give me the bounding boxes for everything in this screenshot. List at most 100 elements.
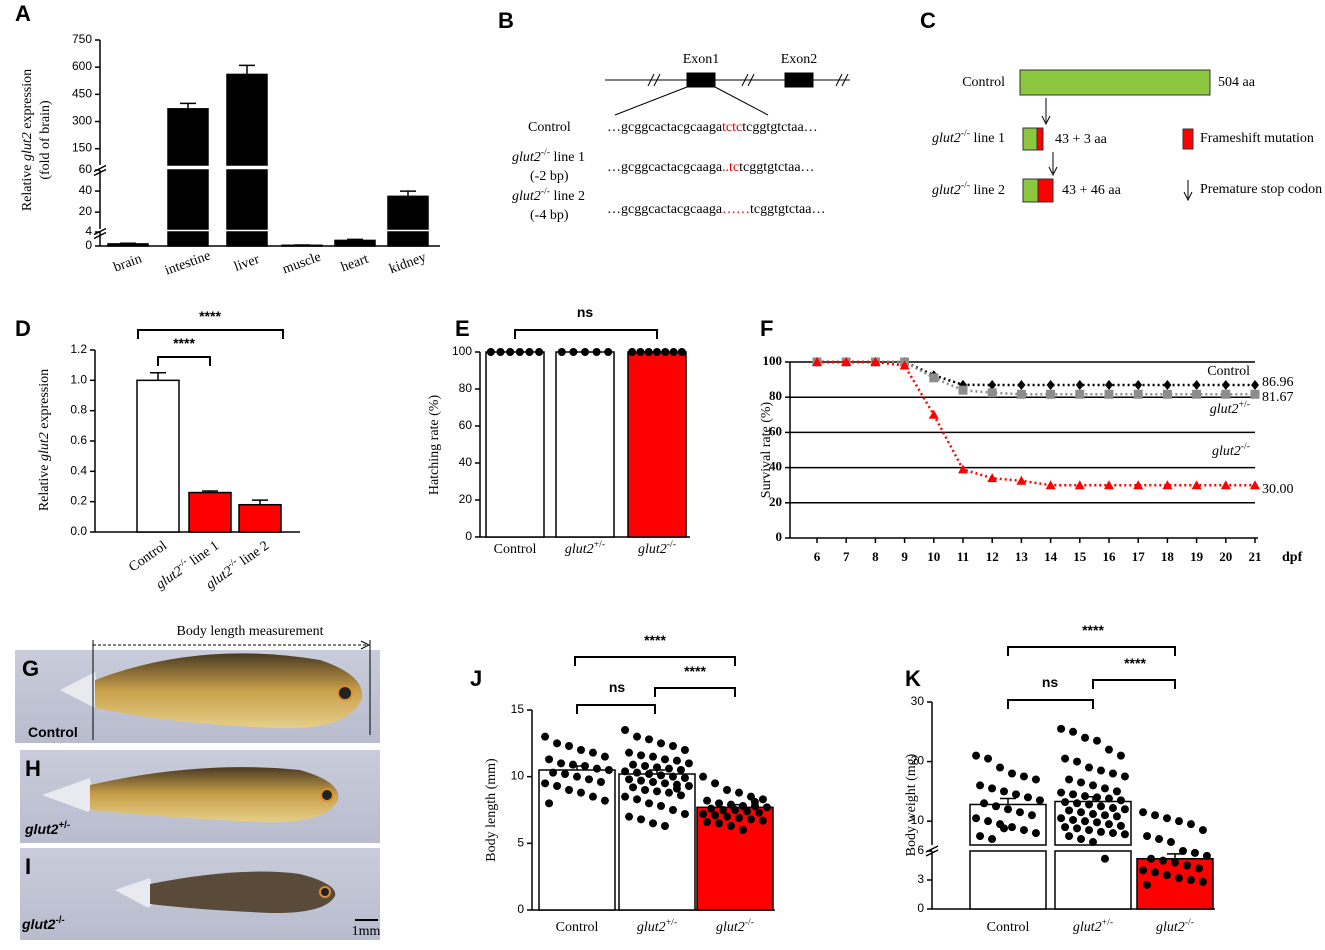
data-point — [746, 815, 755, 824]
y-tick-label: 0 — [776, 529, 783, 544]
data-point — [645, 735, 654, 744]
data-point — [588, 792, 597, 801]
data-point — [762, 803, 771, 812]
data-point — [707, 804, 716, 813]
data-point — [976, 832, 985, 841]
data-point — [661, 348, 670, 356]
data-point — [758, 816, 767, 825]
x-tick-label: 13 — [1015, 549, 1029, 564]
zoom-line — [714, 86, 769, 116]
data-point — [1163, 871, 1172, 880]
y-tick-label: 40 — [769, 459, 782, 474]
data-point — [636, 348, 645, 356]
data-point — [703, 796, 712, 805]
protein-length: 43 + 46 aa — [1062, 183, 1122, 198]
y-axis-label: Relative glut2 expression — [37, 369, 52, 511]
error-bar — [400, 190, 416, 197]
x-tick-label: Control — [494, 542, 537, 557]
x-tick-label: 18 — [1161, 549, 1175, 564]
significance-label: **** — [644, 632, 666, 648]
data-point — [621, 767, 630, 776]
protein-length: 43 + 3 aa — [1055, 132, 1108, 147]
significance-bracket — [157, 356, 211, 366]
y-tick-label: 60 — [459, 418, 473, 432]
bar — [136, 379, 180, 533]
data-point — [545, 755, 554, 764]
y-tick-label: 60 — [769, 423, 782, 438]
sequence-part: …gcggcactacgcaaga — [607, 120, 723, 135]
data-point — [1031, 829, 1040, 838]
marker — [841, 357, 852, 366]
data-point — [1085, 763, 1094, 772]
y-tick-label: 0 — [85, 238, 92, 252]
error-bar — [252, 499, 268, 505]
x-tick-label: 20 — [1219, 549, 1232, 564]
y-axis-label: Body length (mm) — [484, 758, 499, 862]
data-point — [576, 746, 585, 754]
data-point — [641, 786, 650, 794]
legend-label: Premature stop codon — [1200, 182, 1322, 197]
data-point — [535, 348, 544, 356]
genotype-label: glut2-/- line 2 — [512, 186, 585, 204]
data-point — [633, 732, 642, 741]
data-point — [653, 763, 661, 772]
data-point — [727, 822, 736, 830]
data-point — [1139, 808, 1148, 817]
x-tick-label: glut2-/- — [638, 539, 676, 557]
data-point — [660, 822, 669, 830]
bar — [538, 769, 616, 911]
series-line — [817, 360, 1255, 387]
bar — [226, 231, 268, 247]
data-point — [676, 766, 685, 774]
data-point — [588, 748, 597, 757]
data-point — [1057, 724, 1066, 733]
marker — [812, 357, 822, 366]
data-point — [1061, 754, 1070, 763]
data-point — [1085, 826, 1094, 835]
data-point — [1061, 823, 1070, 832]
bar — [627, 351, 687, 538]
y-tick-label: 100 — [452, 344, 472, 358]
marker — [1075, 379, 1084, 390]
data-point — [984, 817, 993, 826]
y-tick-label: 6 — [917, 843, 924, 857]
data-point — [972, 751, 981, 760]
bar — [226, 169, 268, 230]
data-point — [633, 768, 642, 777]
series-line — [817, 360, 1255, 487]
stop-arrows — [1041, 98, 1193, 202]
data-point — [1120, 772, 1129, 781]
marker — [1192, 379, 1201, 390]
gene-diagram — [605, 72, 850, 116]
data-point — [604, 766, 613, 774]
y-tick-label: 80 — [769, 388, 782, 403]
data-point — [553, 782, 562, 790]
data-point — [1202, 851, 1211, 860]
marker — [1105, 379, 1113, 390]
marker — [1162, 480, 1173, 490]
data-point — [984, 754, 993, 763]
sequence-part: tctc — [722, 120, 742, 135]
data-point — [742, 807, 751, 816]
exon-label: Exon1 — [683, 52, 720, 67]
data-point — [561, 770, 570, 778]
sequence-part: …gcggcactacgcaaga — [607, 160, 723, 175]
data-point — [1081, 792, 1090, 801]
panel-letter: H — [25, 756, 41, 781]
data-point — [496, 348, 505, 356]
deletion-note: (-2 bp) — [530, 169, 569, 184]
data-point — [1096, 827, 1105, 836]
data-point — [1077, 778, 1086, 787]
bar — [238, 503, 282, 533]
x-tick-label: 7 — [843, 549, 850, 564]
sequence-part: ..tc — [722, 160, 739, 175]
data-point — [734, 788, 743, 797]
data-point — [1182, 861, 1191, 870]
data-point — [1057, 814, 1066, 823]
fish-i — [115, 871, 336, 914]
data-point — [645, 770, 654, 778]
data-point — [1069, 790, 1078, 799]
y-tick-label: 0.2 — [70, 494, 87, 508]
x-tick-label: 8 — [872, 549, 879, 564]
